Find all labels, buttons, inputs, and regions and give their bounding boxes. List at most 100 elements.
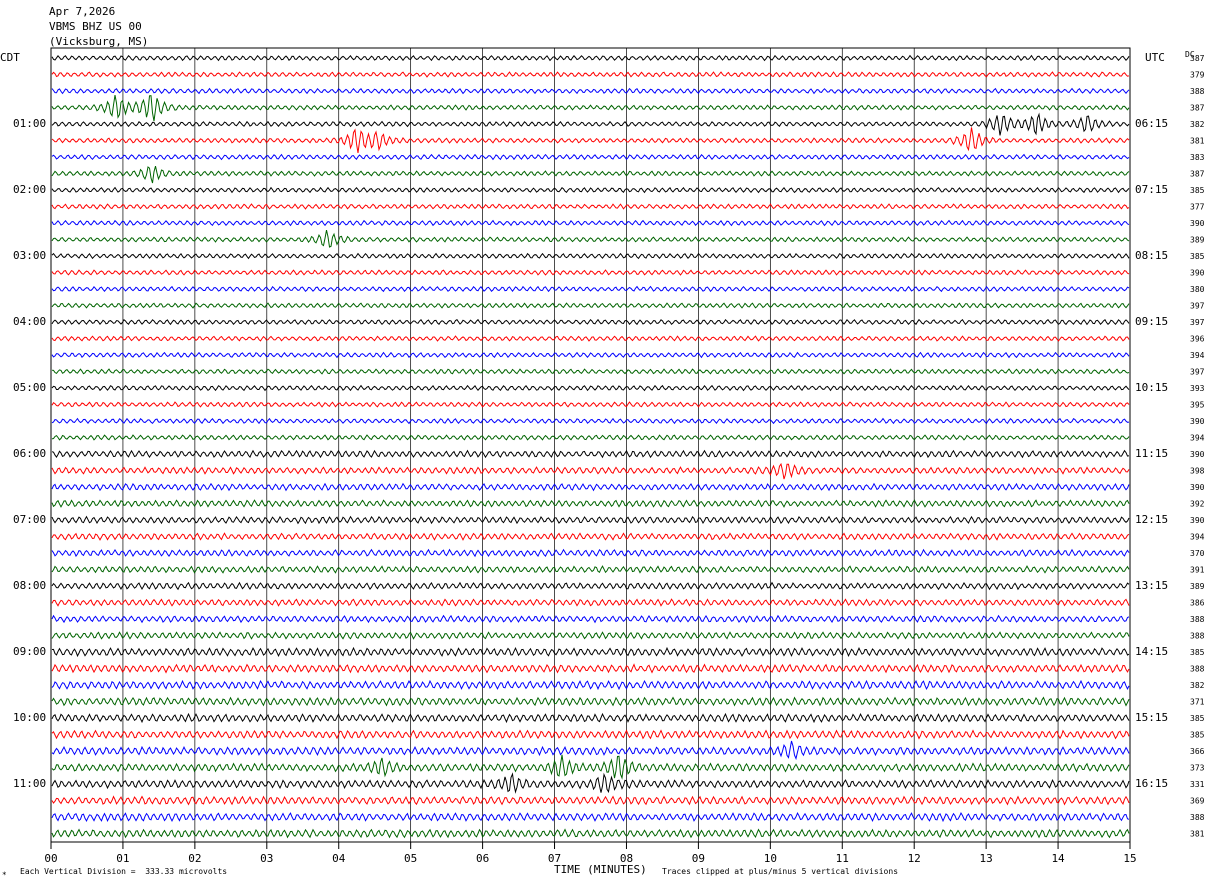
seismic-trace [51,795,1130,806]
dc-offset-label: 388 [1190,632,1205,641]
dc-offset-label: 389 [1190,582,1205,591]
seismic-trace [51,449,1130,459]
x-tick-label: 01 [116,852,129,865]
right-hour-label: 09:15 [1135,315,1169,328]
left-hour-label: 07:00 [13,513,47,526]
dc-offset-label: 380 [1190,285,1205,294]
dc-offset-label: 381 [1190,830,1205,839]
seismic-trace [51,318,1130,326]
right-hour-label: 08:15 [1135,249,1169,262]
seismic-trace [51,285,1130,293]
dc-offset-label: 331 [1190,780,1205,789]
dc-offset-label: 394 [1190,351,1205,360]
left-hour-label: 06:00 [13,447,47,460]
dc-offset-label: 370 [1190,549,1205,558]
seismic-trace [51,269,1130,276]
scale-note: Each Vertical Division = 333.33 microvol… [20,867,228,876]
seismic-trace [51,203,1130,210]
left-hour-label: 11:00 [13,777,47,790]
seismic-trace [51,219,1130,227]
seismic-trace [51,548,1130,558]
right-hour-label: 11:15 [1135,447,1169,460]
x-axis-ticks: 00 01 02 03 04 05 06 07 08 09 10 11 12 13 14 15 [44,842,1137,865]
dc-offset-label: 385 [1190,731,1205,740]
dc-offset-label: 392 [1190,500,1205,509]
dc-offset-label: 394 [1190,533,1205,542]
x-axis-label: TIME (MINUTES) [554,863,647,876]
seismic-trace [51,828,1130,839]
seismic-trace [51,646,1130,658]
plot-frame [50,47,1131,843]
seismic-trace [51,598,1130,607]
seismic-trace [51,71,1130,78]
left-hour-label: 10:00 [13,711,47,724]
right-hour-label: 07:15 [1135,183,1169,196]
right-hour-label: 16:15 [1135,777,1169,790]
seismic-trace [51,679,1130,691]
seismic-trace [51,663,1130,674]
seismic-trace [51,153,1130,161]
seismic-traces: 387 379 388 387 382 381 383 387 385 377 390 389 385 3… [51,54,1205,839]
left-hour-label: 04:00 [13,315,47,328]
seismic-trace [51,462,1130,480]
seismic-trace [51,434,1130,441]
dc-offset-label: 373 [1190,764,1205,773]
dc-offset-label: 388 [1190,87,1205,96]
header-date: Apr 7,2026 [49,5,116,18]
x-tick-label: 15 [1123,852,1136,865]
dc-offset-label: 381 [1190,137,1205,146]
dc-offset-label: 390 [1190,269,1205,278]
header-station: VBMS BHZ US 00 [49,20,142,33]
right-hour-label: 12:15 [1135,513,1169,526]
right-hour-label: 06:15 [1135,117,1169,130]
dc-offset-label: 377 [1190,203,1205,212]
seismic-trace [51,499,1130,508]
dc-offset-label: 366 [1190,747,1205,756]
left-hour-label: 02:00 [13,183,47,196]
seismic-trace [51,384,1130,392]
left-hour-label: 05:00 [13,381,47,394]
dc-offset-label: 390 [1190,417,1205,426]
seismic-trace [51,729,1130,740]
x-tick-label: 14 [1051,852,1065,865]
x-tick-label: 07 [548,852,561,865]
seismic-trace [51,302,1130,309]
dc-offset-label: 395 [1190,401,1205,410]
dc-offset-label: 385 [1190,714,1205,723]
left-hour-label: 01:00 [13,117,47,130]
x-tick-label: 08 [620,852,633,865]
dc-offset-label: 383 [1190,153,1205,162]
dc-offset-label: 391 [1190,566,1205,575]
x-tick-label: 00 [44,852,57,865]
seismic-trace [51,417,1130,425]
dc-offset-label: 371 [1190,698,1205,707]
dc-offset-label: 397 [1190,318,1205,327]
seismic-trace [51,614,1130,624]
seismic-trace [51,335,1130,342]
seismic-trace [51,351,1130,359]
x-tick-label: 03 [260,852,273,865]
x-tick-label: 06 [476,852,489,865]
x-tick-label: 11 [836,852,849,865]
left-timezone-label: CDT [0,51,20,64]
dc-offset-label: 388 [1190,615,1205,624]
dc-offset-label: 390 [1190,219,1205,228]
seismic-trace [51,87,1130,95]
dc-offset-label: 382 [1190,120,1205,129]
x-tick-label: 09 [692,852,705,865]
dc-offset-label: 387 [1190,170,1205,179]
x-tick-label: 05 [404,852,417,865]
left-hour-label: 08:00 [13,579,47,592]
plot-grid [50,47,1131,843]
seismic-trace [51,482,1130,492]
seismic-trace [51,95,1130,122]
seismic-trace [51,165,1130,184]
seismic-trace [51,368,1130,375]
dc-offset-label: 397 [1190,368,1205,377]
seismic-trace [51,581,1130,591]
seismic-trace [51,54,1130,62]
x-tick-label: 13 [980,852,993,865]
dc-offset-label: 379 [1190,71,1205,80]
dc-offset-label: 369 [1190,797,1205,806]
